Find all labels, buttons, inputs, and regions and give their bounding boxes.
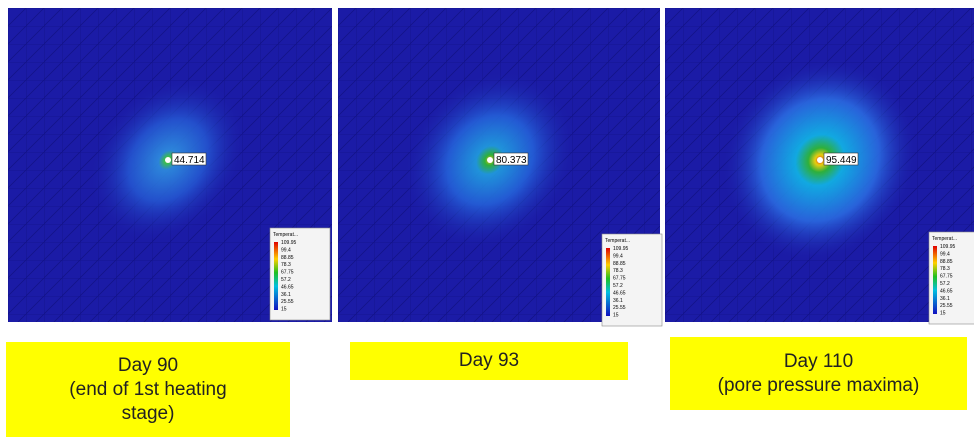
probe-value: 44.714 bbox=[174, 155, 205, 166]
legend-title: Temperat... bbox=[932, 236, 957, 242]
probe-box bbox=[171, 152, 207, 166]
probe-value: 80.373 bbox=[496, 155, 527, 166]
legend-value: 46.65 bbox=[940, 288, 953, 294]
legend-value: 109.95 bbox=[613, 246, 629, 252]
probe-value: 95.449 bbox=[826, 155, 857, 166]
legend-title: Temperat... bbox=[605, 238, 630, 244]
legend-value: 15 bbox=[940, 311, 946, 317]
legend-value: 46.65 bbox=[613, 290, 626, 296]
caption: Day 93 bbox=[350, 342, 628, 380]
caption: Day 90 (end of 1st heating stage) bbox=[6, 342, 290, 437]
legend-box bbox=[601, 233, 663, 327]
caption-line: Day 93 bbox=[458, 350, 520, 371]
legend-value: 36.1 bbox=[613, 298, 623, 304]
caption-line: Day 90 bbox=[117, 354, 179, 376]
legend-value: 67.75 bbox=[940, 274, 953, 280]
caption-line: stage) bbox=[121, 402, 175, 424]
legend-value: 99.4 bbox=[613, 253, 623, 259]
legend-value: 88.85 bbox=[940, 259, 953, 265]
figure: 44.714Temperat...109.9599.488.8578.367.7… bbox=[8, 8, 974, 327]
legend-value: 99.4 bbox=[940, 251, 950, 257]
probe-box bbox=[823, 152, 859, 166]
caption-line: (end of 1st heating bbox=[69, 378, 227, 400]
legend-value: 88.85 bbox=[281, 255, 294, 261]
legend-value: 78.3 bbox=[281, 262, 291, 268]
legend-value: 78.3 bbox=[940, 266, 950, 272]
legend-value: 46.65 bbox=[281, 284, 294, 290]
legend-value: 25.55 bbox=[613, 305, 626, 311]
probe-point bbox=[165, 157, 171, 163]
legend-value: 109.95 bbox=[940, 244, 956, 250]
probe-point bbox=[487, 157, 493, 163]
legend-box bbox=[269, 227, 331, 321]
probe-point bbox=[817, 157, 823, 163]
legend-value: 25.55 bbox=[940, 303, 953, 309]
legend-value: 57.2 bbox=[613, 283, 623, 289]
legend-value: 36.1 bbox=[940, 296, 950, 302]
legend-value: 15 bbox=[281, 307, 287, 313]
legend-value: 99.4 bbox=[281, 247, 291, 253]
legend-value: 67.75 bbox=[613, 276, 626, 282]
probe-box bbox=[493, 152, 529, 166]
caption: Day 110 (pore pressure maxima) bbox=[670, 337, 967, 410]
legend-value: 36.1 bbox=[281, 292, 291, 298]
legend-value: 78.3 bbox=[613, 268, 623, 274]
legend-value: 57.2 bbox=[940, 281, 950, 287]
legend-value: 88.85 bbox=[613, 261, 626, 267]
legend-bar bbox=[933, 246, 937, 314]
caption-line: (pore pressure maxima) bbox=[717, 374, 920, 396]
legend-value: 67.75 bbox=[281, 270, 294, 276]
legend-title: Temperat... bbox=[273, 232, 298, 238]
legend-value: 25.55 bbox=[281, 299, 294, 305]
legend-bar bbox=[274, 242, 278, 310]
legend-bar bbox=[606, 248, 610, 316]
legend-value: 109.95 bbox=[281, 240, 297, 246]
legend-value: 57.2 bbox=[281, 277, 291, 283]
legend-value: 15 bbox=[613, 313, 619, 319]
caption-line: Day 110 bbox=[783, 350, 854, 372]
